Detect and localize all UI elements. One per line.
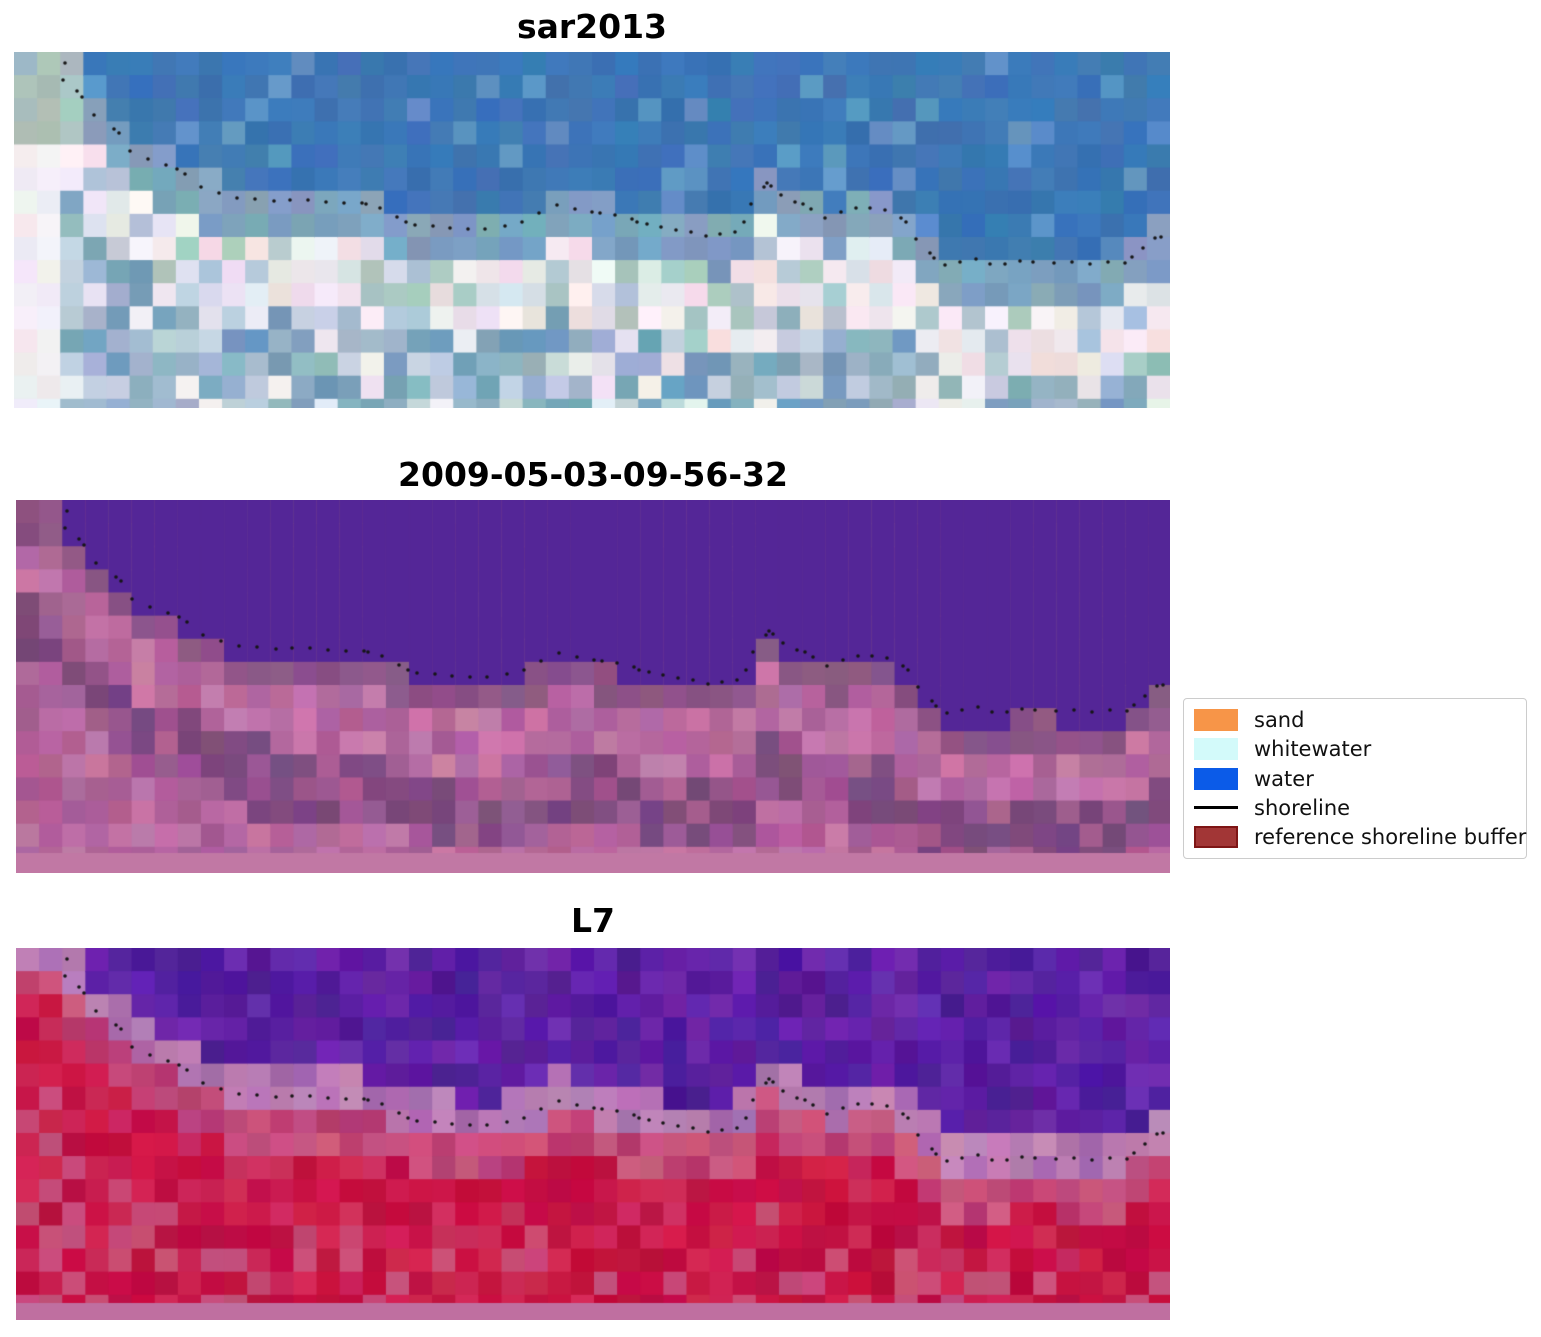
- subplot-image-classified: [16, 500, 1170, 873]
- legend-item: water: [1194, 764, 1516, 793]
- subplot-title-classified-date: 2009-05-03-09-56-32: [398, 455, 788, 494]
- reference-shoreline-buffer-swatch: [1194, 826, 1238, 849]
- legend-item: whitewater: [1194, 734, 1516, 763]
- subplot-title-sar2013: sar2013: [516, 7, 668, 46]
- sand-swatch: [1194, 708, 1238, 731]
- legend-label-whitewater: whitewater: [1254, 737, 1372, 762]
- subplot-title-l7: L7: [571, 901, 615, 940]
- water-swatch: [1194, 767, 1238, 790]
- legend-item: sand: [1194, 705, 1516, 734]
- legend-label-water: water: [1254, 766, 1314, 791]
- legend-label-sand: sand: [1254, 707, 1305, 732]
- legend-item: shoreline: [1194, 793, 1516, 822]
- shoreline-swatch: [1194, 806, 1238, 810]
- legend-item: reference shoreline buffer: [1194, 823, 1526, 852]
- legend-label-reference-buffer: reference shoreline buffer: [1254, 825, 1527, 850]
- whitewater-swatch: [1194, 738, 1238, 761]
- subplot-image-l7: [16, 948, 1170, 1320]
- legend-label-shoreline: shoreline: [1254, 795, 1351, 820]
- subplot-image-sar2013: [14, 52, 1170, 408]
- legend: sand whitewater water shoreline referenc…: [1183, 698, 1527, 859]
